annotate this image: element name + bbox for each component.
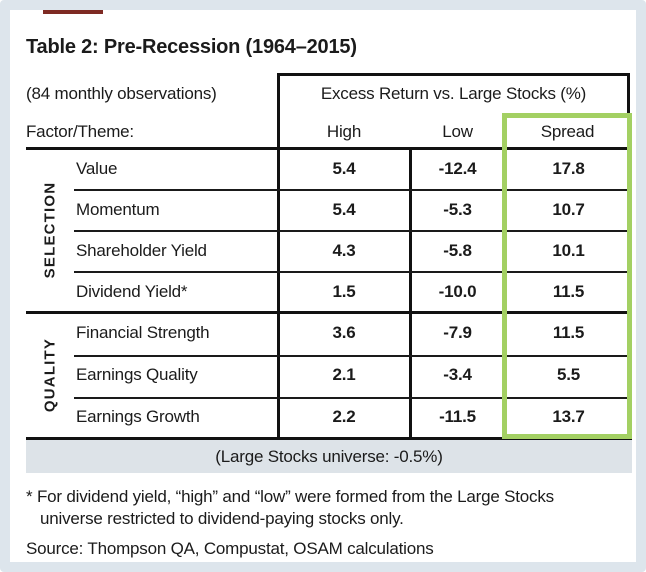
factor-name: Shareholder Yield: [76, 241, 207, 260]
table-row: Earnings Growth 2.2 -11.5 13.7: [26, 396, 632, 438]
red-accent-bar: [43, 10, 103, 14]
spread-value: 5.5: [556, 365, 581, 384]
spread-value: 17.8: [552, 159, 585, 178]
table-row: Momentum 5.4 -5.3 10.7: [26, 189, 632, 230]
footnote-line-1: * For dividend yield, “high” and “low” w…: [26, 487, 554, 506]
low-value: -3.4: [443, 365, 472, 384]
low-value: -5.3: [443, 200, 472, 219]
page-title: Table 2: Pre-Recession (1964–2015): [26, 36, 357, 58]
high-value: 5.4: [332, 159, 356, 178]
table-row: Dividend Yield* 1.5 -10.0 11.5: [26, 271, 632, 312]
high-value: 4.3: [332, 241, 356, 260]
high-value: 5.4: [332, 200, 356, 219]
table-row: Value 5.4 -12.4 17.8: [26, 148, 632, 189]
low-value: -11.5: [439, 407, 476, 426]
group-rule: [26, 311, 632, 314]
bottom-rule: [26, 437, 632, 440]
high-value: 1.5: [332, 282, 356, 301]
spread-value: 10.1: [552, 241, 585, 260]
spread-value: 13.7: [552, 407, 585, 426]
high-value: 2.1: [332, 365, 356, 384]
column-group-header: Excess Return vs. Large Stocks (%): [320, 84, 587, 103]
row-divider: [74, 271, 632, 273]
source-line: Source: Thompson QA, Compustat, OSAM cal…: [26, 539, 434, 558]
table-row: Earnings Quality 2.1 -3.4 5.5: [26, 354, 632, 396]
factor-name: Dividend Yield*: [76, 282, 188, 301]
spread-highlight-box: [502, 113, 632, 439]
factor-name: Financial Strength: [76, 323, 210, 342]
label-column-divider: [277, 73, 280, 438]
excess-box-top-border: [277, 73, 630, 76]
low-value: -10.0: [438, 282, 477, 301]
high-low-divider: [409, 148, 412, 438]
universe-note-band: (Large Stocks universe: -0.5%): [26, 440, 632, 473]
column-header-high: High: [326, 122, 362, 141]
high-value: 3.6: [332, 323, 356, 342]
low-value: -5.8: [443, 241, 472, 260]
high-value: 2.2: [332, 407, 356, 426]
footnote-line-2: universe restricted to dividend-paying s…: [40, 509, 404, 528]
row-divider: [74, 355, 632, 357]
table-row: Financial Strength 3.6 -7.9 11.5: [26, 312, 632, 354]
table-row: Shareholder Yield 4.3 -5.8 10.1: [26, 230, 632, 271]
factor-name: Earnings Quality: [76, 365, 198, 384]
factor-name: Momentum: [76, 200, 160, 219]
observations-label: (84 monthly observations): [26, 84, 217, 103]
factor-name: Earnings Growth: [76, 407, 200, 426]
factor-name: Value: [76, 159, 118, 178]
excess-box-right-border: [627, 73, 630, 148]
column-header-low: Low: [442, 122, 473, 141]
factor-theme-label: Factor/Theme:: [26, 122, 134, 141]
low-value: -7.9: [443, 323, 472, 342]
row-divider: [74, 189, 632, 191]
spread-value: 11.5: [552, 323, 585, 342]
low-value: -12.4: [438, 159, 477, 178]
column-header-spread: Spread: [540, 122, 595, 141]
spread-value: 10.7: [552, 200, 585, 219]
row-divider: [74, 397, 632, 399]
row-divider: [74, 230, 632, 232]
header-rule: [26, 147, 632, 150]
spread-value: 11.5: [552, 282, 585, 301]
